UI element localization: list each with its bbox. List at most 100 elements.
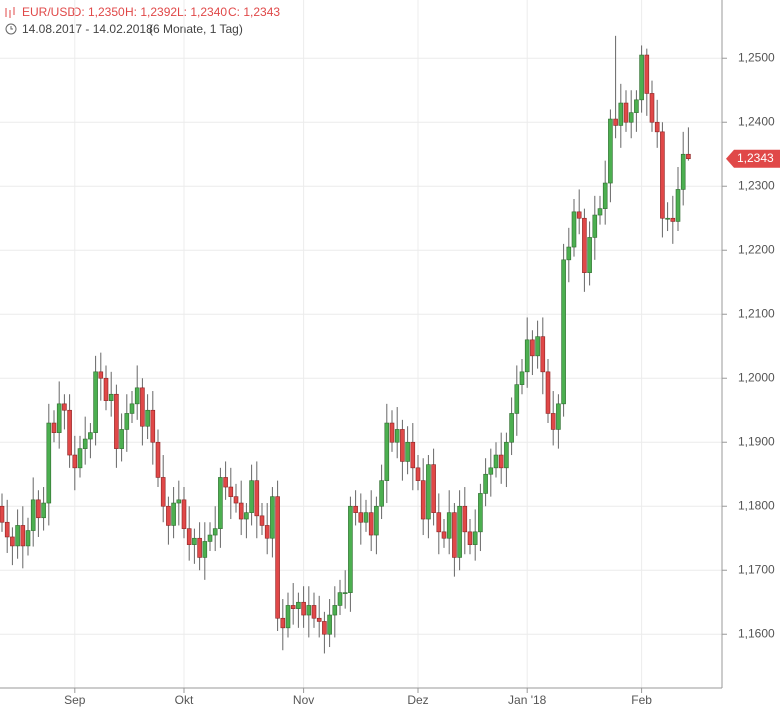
candle-body xyxy=(160,477,166,507)
x-tick-label: Okt xyxy=(175,693,194,707)
candle-body xyxy=(644,54,650,94)
x-tick-label: Feb xyxy=(631,693,652,707)
chart-icon xyxy=(5,7,15,18)
candle-body xyxy=(639,54,644,101)
candle-body xyxy=(353,505,358,513)
candle-body xyxy=(233,496,239,504)
y-tick-label: 1,2400 xyxy=(738,114,775,128)
x-tick-label: Sep xyxy=(64,693,86,707)
candle-body xyxy=(660,131,665,219)
candle-body xyxy=(675,189,681,222)
candle-body xyxy=(150,409,156,443)
candle-body xyxy=(394,429,400,443)
candle-body xyxy=(134,387,140,405)
candle-body xyxy=(145,409,150,427)
header: EUR/USD O: 1,2350 H: 1,2392 L: 1,2340 C:… xyxy=(5,5,280,36)
candle-body xyxy=(0,505,5,523)
candle-body xyxy=(275,496,280,619)
y-tick-label: 1,2500 xyxy=(738,50,775,64)
ohlc-close: C: 1,2343 xyxy=(228,5,280,19)
candle-body xyxy=(202,541,208,558)
candle-body xyxy=(405,441,410,462)
y-tick-label: 1,2000 xyxy=(738,370,775,384)
x-tick-label: Dez xyxy=(407,693,428,707)
symbol: EUR/USD xyxy=(22,5,76,19)
candle-body xyxy=(665,217,670,220)
candle-body xyxy=(431,464,436,513)
candle-body xyxy=(613,118,618,126)
candle-body xyxy=(379,480,384,507)
candle-body xyxy=(415,467,421,481)
candle-body xyxy=(218,477,223,529)
candle-body xyxy=(446,512,452,539)
candle-body xyxy=(171,502,176,526)
candle-body xyxy=(67,409,72,456)
candle-body xyxy=(103,377,109,401)
candle-body xyxy=(4,521,10,538)
y-tick-label: 1,2300 xyxy=(738,178,775,192)
candle-body xyxy=(420,480,426,520)
candle-body xyxy=(254,480,260,517)
candle-body xyxy=(51,422,57,433)
y-tick-label: 1,1600 xyxy=(738,626,775,640)
candle-body xyxy=(192,537,197,545)
candle-body xyxy=(270,496,275,539)
candle-body xyxy=(410,441,416,469)
candle-body xyxy=(249,480,254,513)
candle-body xyxy=(114,393,119,449)
candle-body xyxy=(467,531,473,545)
candle-body xyxy=(571,211,577,248)
ohlc-high: H: 1,2392 xyxy=(125,5,177,19)
candle-body xyxy=(680,153,686,190)
candle-body xyxy=(441,531,447,539)
candle-body xyxy=(509,413,514,443)
candle-body xyxy=(436,512,442,533)
candle-body xyxy=(498,454,504,469)
candle-body xyxy=(576,211,582,219)
candle-body xyxy=(181,499,187,529)
candle-body xyxy=(478,493,483,533)
ohlc-low: L: 1,2340 xyxy=(177,5,227,19)
candle-body xyxy=(524,339,530,373)
candle-body xyxy=(623,102,629,123)
candle-body xyxy=(493,454,499,469)
candle-body xyxy=(46,422,52,504)
period: (6 Monate, 1 Tag) xyxy=(149,22,243,36)
candle-body xyxy=(389,422,395,443)
candle-body xyxy=(316,617,322,622)
candle-body xyxy=(654,121,660,133)
clock-hands xyxy=(10,26,13,30)
candle-body xyxy=(25,530,31,547)
candle-body xyxy=(36,499,41,519)
ohlc-open: O: 1,2350 xyxy=(72,5,125,19)
candle-body xyxy=(483,473,488,494)
candle-body xyxy=(264,525,270,539)
candle-body xyxy=(280,617,286,629)
candle-body xyxy=(348,505,353,593)
candle-body xyxy=(587,237,592,273)
candle-body xyxy=(166,505,171,526)
candle-body xyxy=(306,605,312,616)
candle-body xyxy=(311,605,317,619)
candle-body xyxy=(197,537,202,558)
x-tick-label: Nov xyxy=(293,693,314,707)
candle-body xyxy=(462,505,468,533)
candle-body xyxy=(488,467,494,475)
y-tick-label: 1,1700 xyxy=(738,562,775,576)
candle-body xyxy=(686,153,691,160)
candle-body xyxy=(15,525,20,547)
candle-body xyxy=(519,371,525,385)
candle-body xyxy=(472,531,478,545)
candle-body xyxy=(426,464,431,520)
candle-body xyxy=(337,592,343,606)
candle-body xyxy=(212,528,218,536)
candle-body xyxy=(618,102,624,126)
candle-body xyxy=(597,208,603,216)
candle-body xyxy=(582,217,587,273)
candle-body xyxy=(77,448,83,469)
candle-body xyxy=(514,384,520,414)
candle-body xyxy=(457,505,462,558)
candle-body xyxy=(259,515,265,526)
candle-body xyxy=(129,403,135,414)
